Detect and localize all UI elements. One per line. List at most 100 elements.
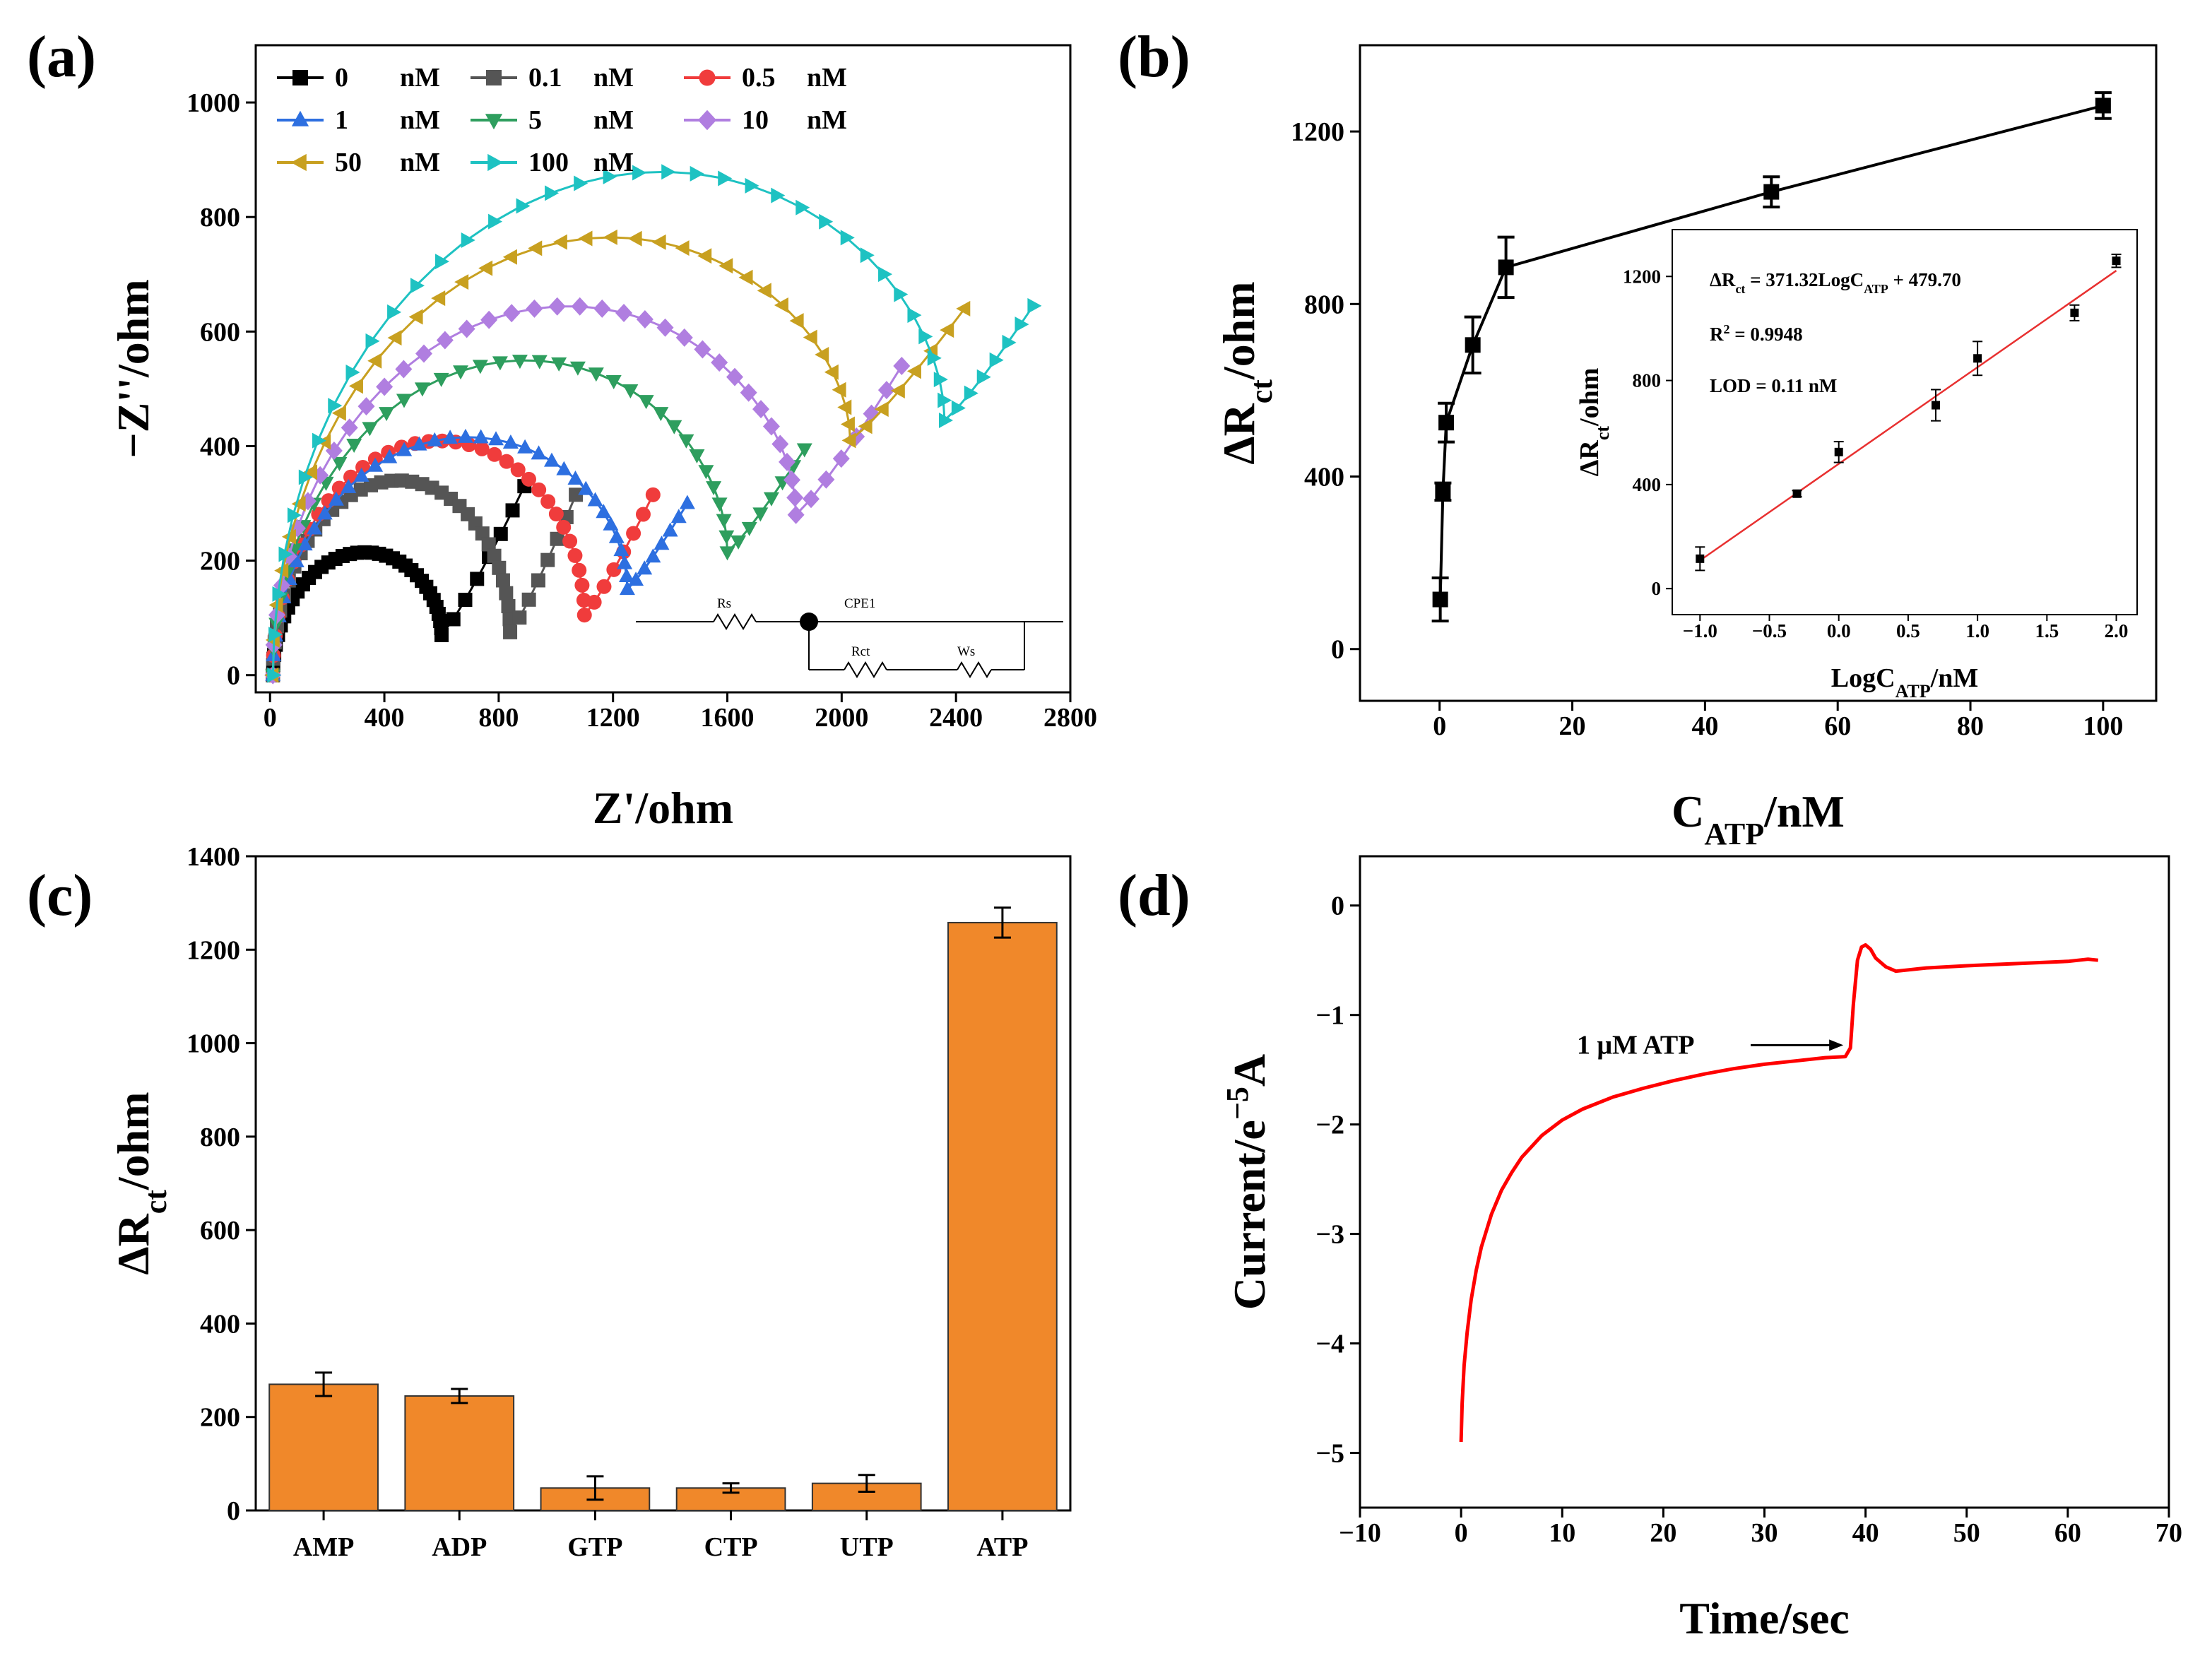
d-y-axis-label: Current/e−5A: [1220, 1054, 1275, 1310]
a-data-point: [411, 436, 427, 451]
a-data-point: [711, 497, 728, 512]
a-data-point: [706, 481, 722, 496]
a-data-point: [502, 249, 517, 265]
c-y-tick-label: 1000: [187, 1029, 240, 1059]
a-data-point: [267, 667, 282, 683]
a-data-point: [526, 299, 543, 318]
a-legend-name: 10: [742, 105, 769, 135]
a-legend-unit: nM: [400, 105, 440, 135]
a-data-point: [511, 355, 528, 369]
a-data-point: [531, 482, 547, 497]
b-x-tick-label: 100: [2083, 711, 2123, 741]
a-x-tick-label: 400: [365, 703, 405, 733]
a-data-point: [719, 546, 735, 561]
a-data-point: [632, 165, 647, 181]
a-data-point: [588, 367, 604, 382]
a-data-point: [341, 418, 358, 437]
a-data-point: [268, 597, 283, 613]
a-data-point: [651, 234, 666, 250]
a-data-point: [503, 625, 518, 639]
d-annotation-arrowhead: [1829, 1039, 1844, 1051]
a-data-point: [548, 297, 566, 316]
a-data-point: [414, 382, 430, 397]
a-y-tick-label: 800: [200, 203, 240, 232]
a-data-point: [783, 471, 800, 490]
a-data-point: [457, 428, 473, 443]
a-data-point: [567, 470, 584, 485]
a-data-point: [298, 469, 313, 485]
b-inset-x-tick-label: 0.0: [1827, 620, 1851, 641]
a-data-point: [578, 230, 593, 247]
a-circuit-warburg: [957, 661, 992, 678]
b-x-tick-label: 20: [1559, 711, 1586, 741]
a-y-tick-label: 600: [200, 317, 240, 347]
a-data-point: [488, 431, 504, 446]
c-y-tick-label: 1400: [187, 842, 240, 872]
a-data-point: [470, 572, 485, 586]
a-data-point: [774, 297, 788, 313]
b-inset-fit-line: [1699, 270, 2117, 562]
a-data-point: [762, 417, 780, 436]
a-data-point: [454, 274, 469, 290]
c-bar: [404, 1395, 515, 1511]
a-data-point: [387, 304, 402, 320]
b-data-point: [1465, 337, 1481, 353]
a-data-point: [690, 165, 704, 182]
a-y-axis-label: −Z''/ohm: [108, 279, 158, 458]
a-data-point: [548, 507, 564, 522]
b-inset-x-tick-label: 0.5: [1896, 620, 1920, 641]
a-data-point: [819, 213, 834, 230]
a-data-point: [365, 333, 380, 349]
a-data-point: [890, 382, 905, 398]
a-data-point: [458, 319, 475, 338]
a-data-point: [278, 546, 293, 562]
a-data-point: [446, 612, 461, 627]
a-legend-unit: nM: [807, 105, 847, 135]
c-plot-frame: [254, 855, 1072, 1512]
a-data-point: [331, 456, 348, 471]
a-data-point: [894, 286, 909, 302]
a-data-point: [492, 356, 508, 371]
a-data-point: [569, 361, 586, 376]
c-category-label: ADP: [432, 1532, 487, 1562]
a-circuit-label-rs: Rs: [717, 596, 731, 611]
a-data-point: [461, 232, 475, 248]
d-plot-frame: [1359, 855, 2170, 1509]
c-category-label: ATP: [976, 1532, 1028, 1562]
a-x-tick-label: 1200: [586, 703, 640, 733]
a-data-point: [473, 429, 489, 444]
a-data-point: [726, 367, 744, 386]
a-data-point: [745, 177, 759, 194]
b-inset-x-tick-label: 2.0: [2105, 620, 2129, 641]
a-data-point: [670, 509, 687, 524]
a-legend-marker: [487, 153, 504, 172]
a-data-point: [415, 344, 433, 363]
a-data-point: [528, 240, 543, 256]
a-data-point: [622, 384, 639, 399]
a-series-line: [271, 170, 1034, 675]
b-inset-x-tick-label: 1.0: [1965, 620, 1989, 641]
a-data-point: [976, 369, 991, 385]
b-y-axis-label: ΔRct/ohm: [1214, 281, 1279, 464]
a-data-point: [492, 560, 507, 575]
a-circuit-label-cpe1: CPE1: [844, 596, 875, 611]
a-data-point: [382, 449, 398, 463]
a-data-point: [832, 449, 850, 468]
b-inset-lod: LOD = 0.11 nM: [1710, 375, 1837, 396]
a-data-point: [956, 300, 971, 317]
b-inset-x-tick-label: 1.5: [2035, 620, 2059, 641]
a-data-point: [697, 248, 712, 264]
a-data-point: [878, 266, 893, 283]
a-data-point: [297, 536, 313, 551]
a-data-point: [499, 454, 514, 469]
a-data-point: [615, 304, 633, 323]
a-data-point: [501, 599, 516, 614]
d-x-tick-label: 60: [2054, 1518, 2081, 1548]
a-data-point: [396, 442, 413, 456]
a-data-point: [505, 503, 520, 518]
a-data-point: [499, 586, 514, 601]
a-data-point: [679, 495, 695, 509]
a-data-point: [675, 328, 693, 347]
a-data-point: [786, 488, 804, 507]
a-data-point: [345, 365, 360, 381]
